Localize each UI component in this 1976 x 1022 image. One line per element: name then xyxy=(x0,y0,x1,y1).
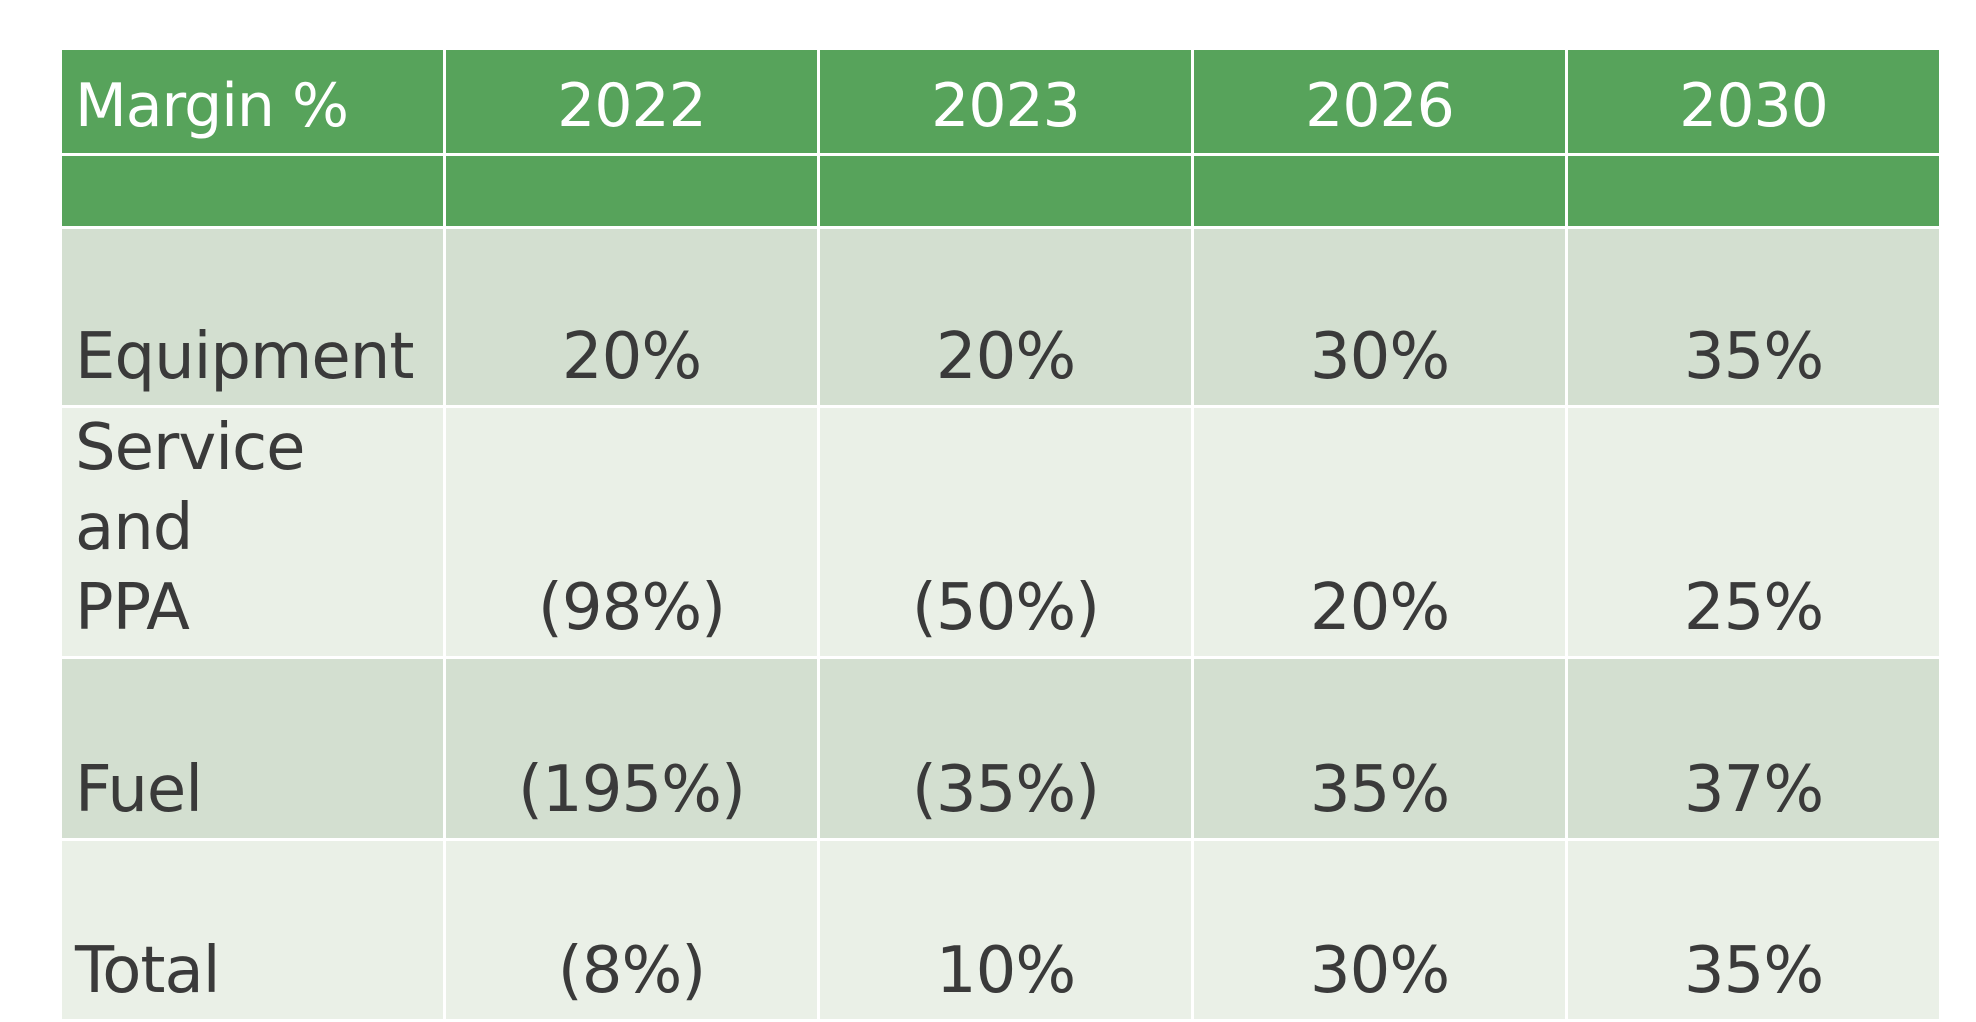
margin-table: Margin % 2022 2023 2026 2030 Equipment 2… xyxy=(59,47,1942,1022)
header-cell-2023: 2023 xyxy=(817,47,1194,156)
row-label-equipment: Equipment xyxy=(59,226,446,408)
cell-total-2026: 30% xyxy=(1191,838,1568,1022)
cell-service-ppa-2026: 20% xyxy=(1191,405,1568,659)
header-spacer-cell xyxy=(59,153,446,229)
cell-total-2022: (8%) xyxy=(443,838,820,1022)
header-spacer-cell xyxy=(817,153,1194,229)
header-spacer-row xyxy=(59,153,1942,229)
cell-service-ppa-2023: (50%) xyxy=(817,405,1194,659)
row-label-service-ppa: Service and PPA xyxy=(59,405,446,659)
header-spacer-cell xyxy=(1191,153,1568,229)
header-cell-2022: 2022 xyxy=(443,47,820,156)
header-cell-2026: 2026 xyxy=(1191,47,1568,156)
cell-equipment-2030: 35% xyxy=(1565,226,1942,408)
header-cell-2030: 2030 xyxy=(1565,47,1942,156)
table-row-fuel: Fuel (195%) (35%) 35% 37% xyxy=(59,656,1942,841)
header-row: Margin % 2022 2023 2026 2030 xyxy=(59,47,1942,156)
cell-fuel-2026: 35% xyxy=(1191,656,1568,841)
cell-service-ppa-2022: (98%) xyxy=(443,405,820,659)
header-cell-margin-pct: Margin % xyxy=(59,47,446,156)
cell-equipment-2023: 20% xyxy=(817,226,1194,408)
table-row-total: Total (8%) 10% 30% 35% xyxy=(59,838,1942,1022)
row-label-fuel: Fuel xyxy=(59,656,446,841)
margin-table-container: Margin % 2022 2023 2026 2030 Equipment 2… xyxy=(59,47,1942,1022)
cell-total-2030: 35% xyxy=(1565,838,1942,1022)
cell-fuel-2030: 37% xyxy=(1565,656,1942,841)
row-label-total: Total xyxy=(59,838,446,1022)
header-spacer-cell xyxy=(1565,153,1942,229)
cell-total-2023: 10% xyxy=(817,838,1194,1022)
cell-equipment-2026: 30% xyxy=(1191,226,1568,408)
table-row-service-ppa: Service and PPA (98%) (50%) 20% 25% xyxy=(59,405,1942,659)
cell-fuel-2022: (195%) xyxy=(443,656,820,841)
header-spacer-cell xyxy=(443,153,820,229)
table-row-equipment: Equipment 20% 20% 30% 35% xyxy=(59,226,1942,408)
cell-equipment-2022: 20% xyxy=(443,226,820,408)
cell-fuel-2023: (35%) xyxy=(817,656,1194,841)
cell-service-ppa-2030: 25% xyxy=(1565,405,1942,659)
